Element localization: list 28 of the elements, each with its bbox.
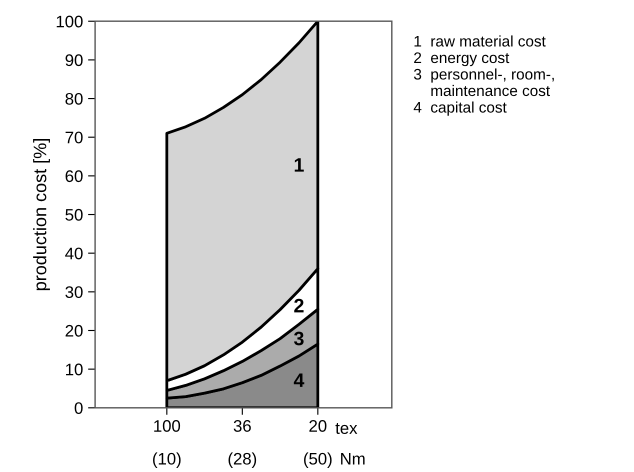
x-tick-label: 36 — [234, 420, 251, 432]
text: 4 capital cost — [414, 101, 507, 116]
series-label: 4 — [294, 374, 304, 387]
y-tick-label: 40 — [65, 248, 83, 260]
x-tick-label: 20 — [309, 420, 326, 432]
y-tick-label: 60 — [66, 170, 83, 182]
text: Nm — [341, 453, 365, 465]
y-tick-label: 50 — [65, 208, 83, 221]
y-tick-label: 80 — [65, 92, 83, 105]
y-tick-label: 0 — [74, 402, 83, 414]
text: 2 energy cost — [414, 52, 510, 66]
y-tick-label: 30 — [65, 286, 83, 298]
y-tick-label: 100 — [56, 16, 83, 28]
text: tex — [335, 423, 358, 434]
y-tick-label: 70 — [66, 132, 83, 144]
series-label: 3 — [294, 332, 304, 346]
x-tick-label: 100 — [154, 420, 180, 432]
text: (10) — [153, 452, 181, 468]
y-tick-label: 10 — [66, 364, 83, 376]
y-tick-label: 90 — [66, 54, 83, 66]
text: 3 personnel-, room-, maintenance cost — [414, 68, 554, 96]
text: 1 raw material cost — [414, 35, 546, 47]
text: (50) — [304, 452, 332, 468]
series-label: 2 — [294, 298, 304, 312]
series-label: 1 — [294, 158, 304, 172]
y-axis-title: production cost [%] — [33, 139, 50, 290]
text: (28) — [228, 452, 256, 468]
y-tick-label: 20 — [66, 324, 83, 337]
